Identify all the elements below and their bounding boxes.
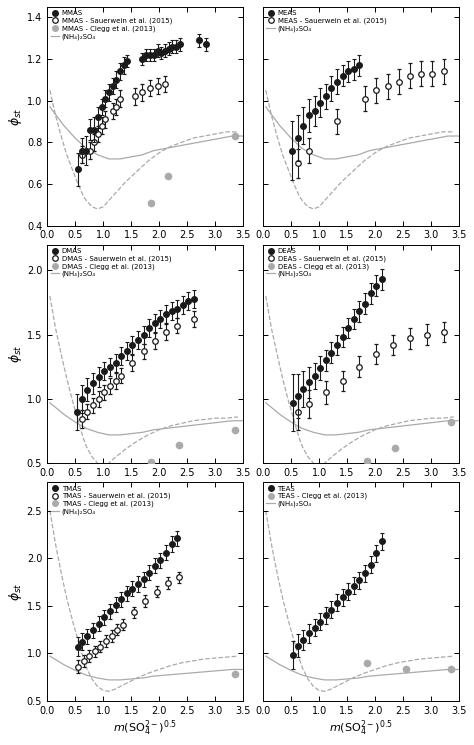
Legend: DEAS, DEAS - Sauerwein et al. (2015), DEAS - Clegg et al. (2013), (NH₄)₂SO₄: DEAS, DEAS - Sauerwein et al. (2015), DE… <box>265 247 387 279</box>
X-axis label: $m(\mathrm{SO_4^{2-}})^{0.5}$: $m(\mathrm{SO_4^{2-}})^{0.5}$ <box>113 718 177 738</box>
Y-axis label: $\phi_{st}$: $\phi_{st}$ <box>7 583 24 600</box>
Legend: TEAS, TEAS - Clegg et al. (2013), (NH₄)₂SO₄: TEAS, TEAS - Clegg et al. (2013), (NH₄)₂… <box>265 484 369 509</box>
Legend: TMAS, TMAS - Sauerwein et al. (2015), TMAS - Clegg et al. (2013), (NH₄)₂SO₄: TMAS, TMAS - Sauerwein et al. (2015), TM… <box>49 484 172 516</box>
Y-axis label: $\phi_{st}$: $\phi_{st}$ <box>7 345 24 363</box>
Legend: MEAS, MEAS - Sauerwein et al. (2015), (NH₄)₂SO₄: MEAS, MEAS - Sauerwein et al. (2015), (N… <box>265 9 388 34</box>
Legend: MMAS, MMAS - Sauerwein et al. (2015), MMAS - Clegg et al. (2013), (NH₄)₂SO₄: MMAS, MMAS - Sauerwein et al. (2015), MM… <box>49 9 173 41</box>
Legend: DMAS, DMAS - Sauerwein et al. (2015), DMAS - Clegg et al. (2013), (NH₄)₂SO₄: DMAS, DMAS - Sauerwein et al. (2015), DM… <box>49 247 173 279</box>
X-axis label: $m(\mathrm{SO_4^{2-}})^{0.5}$: $m(\mathrm{SO_4^{2-}})^{0.5}$ <box>329 718 393 738</box>
Y-axis label: $\phi_{st}$: $\phi_{st}$ <box>7 107 24 125</box>
